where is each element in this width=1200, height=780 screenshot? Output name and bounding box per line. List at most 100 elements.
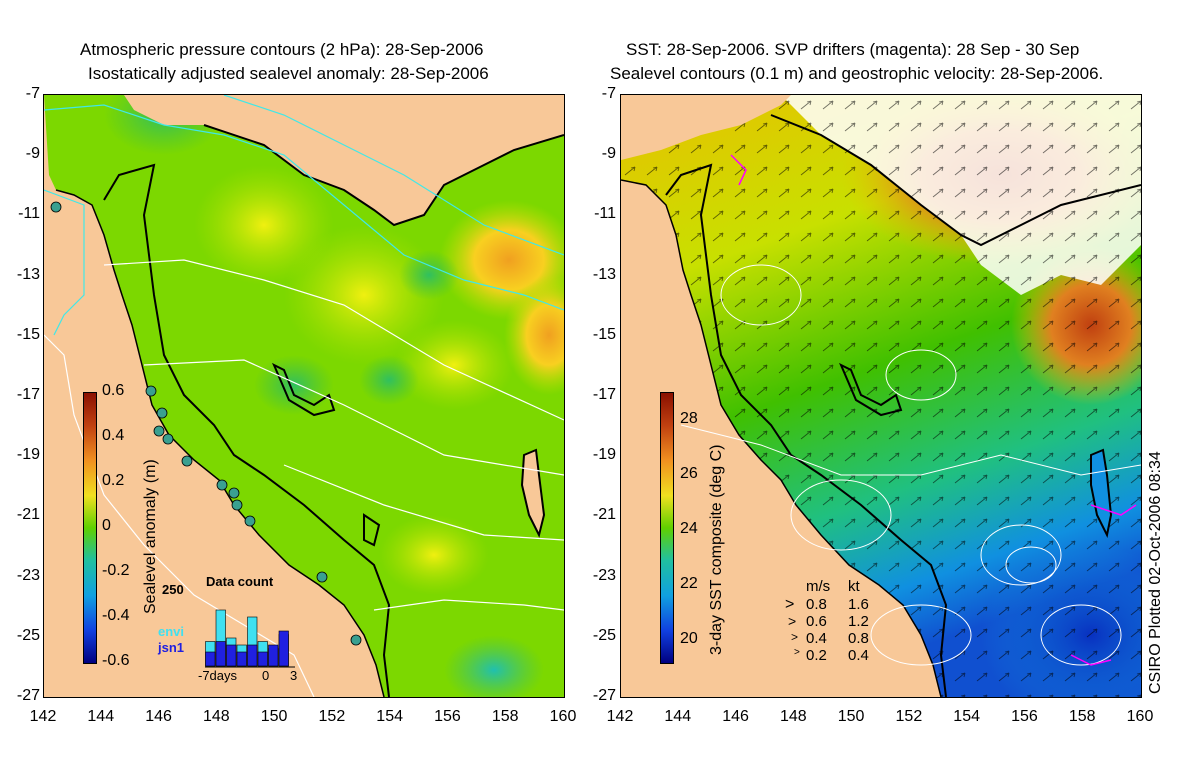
anomaly-low-3 [254,355,334,415]
land-png [124,95,564,225]
reef-outline-1 [272,362,336,417]
sst-colorbar-label: 3-day SST composite (deg C) [708,444,725,655]
coastline-australia [55,189,385,697]
colorbar-tick: 26 [680,465,698,482]
sst-map[interactable] [620,94,1142,698]
colorbar-tick: 22 [680,575,698,592]
reef-outline-right [839,362,903,417]
white-contour-3 [283,464,564,541]
inset-ymax-label: 250 [162,582,184,597]
right-y-tick: -17 [592,386,616,403]
inset-bars [205,609,295,668]
colorbar-tick: -0.2 [102,562,130,579]
inset-x-tick-start: -7days [198,668,238,683]
legend-speed-kt: 1.6 [848,596,869,613]
right-x-tick: 142 [606,708,634,725]
shelf-line [103,163,391,697]
right-y-tick: -27 [592,687,616,704]
pressure-contour-1 [44,104,564,311]
legend-speed-ms: 0.4 [806,630,827,647]
white-contour-2 [143,359,564,476]
inset-bar-jsn1 [278,630,289,667]
right-x-tick: 150 [837,708,865,725]
inset-label-envi: envi [158,624,185,639]
anomaly-yellow-center [284,225,444,365]
left-x-tick: 160 [549,708,577,725]
left-x-tick: 152 [318,708,346,725]
sst-colorbar [660,392,674,664]
inset-x-tick-zero: 0 [262,668,270,683]
legend-speed-kt: 0.8 [848,630,869,647]
right-y-tick: -15 [592,325,616,343]
sealevel-contours [680,264,1141,666]
legend-speed-kt: 0.4 [848,647,869,664]
right-y-tick: -9 [601,145,616,163]
right-title-line1: SST: 28-Sep-2006. SVP drifters (magenta)… [626,40,1080,59]
left-title-line2: Isostatically adjusted sealevel anomaly:… [88,64,489,83]
left-y-tick: -19 [16,446,40,464]
inset-x-tick-end: 3 [290,668,298,683]
left-title-line1: Atmospheric pressure contours (2 hPa): 2… [80,40,484,59]
colorbar-tick: 0.2 [102,472,125,489]
right-y-tick: -7 [601,85,616,102]
white-contour-4 [373,599,564,611]
right-x-tick: 152 [895,708,923,725]
right-y-tick: -21 [592,506,616,524]
left-x-tick: 158 [491,708,519,725]
shelf-line-right [665,163,948,697]
anomaly-yellow-s2 [379,515,489,595]
left-y-tick: -7 [25,85,40,102]
left-x-tick: 156 [434,708,461,725]
right-x-tick: 156 [1011,708,1038,725]
inset-bar-jsn1 [268,644,279,667]
right-x-tick: 154 [953,708,980,725]
legend-arrow-icon: > [794,647,800,658]
left-x-tick: 150 [260,708,288,725]
left-y-tick: -27 [16,687,40,704]
anomaly-yellow-south [394,320,514,410]
right-x-tick: 160 [1126,708,1154,725]
land-png-right [621,95,791,160]
plot-credit: CSIRO Plotted 02-Oct-2006 08:34 [1147,451,1164,694]
inset-bar-jsn1 [226,644,237,667]
left-x-tick: 154 [376,708,403,725]
colorbar-tick: 24 [680,520,698,537]
legend-speed-ms: 0.8 [806,596,827,613]
right-y-tick: -25 [592,626,616,644]
white-contour-1 [103,259,564,421]
left-y-tick: -23 [16,566,40,584]
colorbar-tick: 0.6 [102,382,125,399]
left-y-tick: -15 [16,325,40,343]
left-x-tick: 142 [29,708,57,725]
colorbar-tick: 28 [680,410,698,427]
legend-speed-ms: 0.2 [806,647,827,664]
right-x-tick: 158 [1068,708,1096,725]
legend-arrow-icon: > [791,630,799,644]
colorbar-tick: 20 [680,630,698,647]
right-y-tick: -19 [592,446,616,464]
coastline-png [203,124,564,227]
anomaly-low-2 [359,355,419,405]
colorbar-tick: 0 [102,517,111,534]
left-y-tick: -9 [25,145,40,163]
left-x-tick: 144 [87,708,115,725]
pressure-contour-2 [44,189,85,336]
reef-outline-2 [363,513,381,547]
legend-speed-ms: 0.6 [806,613,827,630]
coastline-png-right [770,114,1141,247]
right-title-line2: Sealevel contours (0.1 m) and geostrophi… [610,64,1104,83]
legend-speed-kt: 1.2 [848,613,869,630]
right-y-tick: -23 [592,566,616,584]
land-australia-right [621,95,941,697]
left-x-tick: 148 [202,708,230,725]
tide-gauge-stations [50,201,362,646]
coastline-right [621,179,942,697]
inset-bar-jsn1 [257,651,268,667]
colorbar-tick: -0.6 [102,652,130,669]
sealevel-anomaly-map[interactable] [43,94,565,698]
legend-header-ms: m/s [806,578,831,595]
colorbar-tick: 0.4 [102,427,125,444]
legend-arrow-icon: > [785,596,795,613]
svp-drifter-tracks [730,154,1137,666]
legend-arrow-icon: > [788,613,797,629]
